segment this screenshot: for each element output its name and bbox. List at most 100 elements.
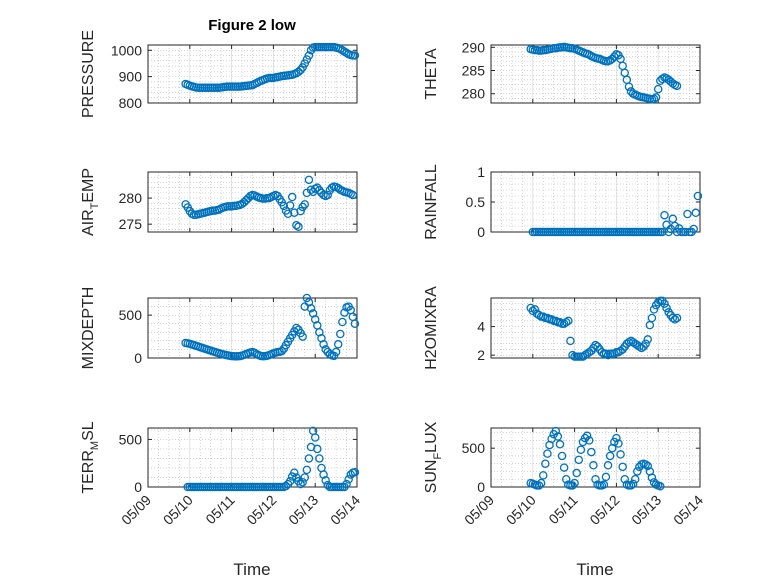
axes-frame xyxy=(147,44,358,104)
data-point xyxy=(338,317,347,327)
data-point xyxy=(605,451,615,461)
data-point xyxy=(530,305,540,314)
data-point xyxy=(321,476,330,485)
y-tick-label: 0 xyxy=(477,479,485,495)
data-point xyxy=(668,214,678,224)
data-point xyxy=(296,479,305,489)
data-point xyxy=(319,340,328,349)
y-axis-label: PRESSURE xyxy=(80,30,97,118)
x-tick-label: 05/11 xyxy=(545,492,581,528)
data-point xyxy=(649,94,659,104)
data-point xyxy=(662,220,671,230)
data-point xyxy=(333,340,343,349)
y-tick-label: 500 xyxy=(462,440,486,456)
data-point xyxy=(662,303,671,313)
data-point xyxy=(647,473,657,482)
data-point xyxy=(672,81,682,91)
data-point xyxy=(298,332,307,341)
data-point xyxy=(643,461,653,471)
data-point xyxy=(668,313,678,323)
y-axis-label: MIXDEPTH xyxy=(80,287,97,370)
data-point xyxy=(672,313,682,323)
data-point xyxy=(302,293,312,303)
data-point xyxy=(645,320,655,330)
y-tick-label: 1 xyxy=(477,164,485,180)
y-tick-label: 0 xyxy=(477,224,485,240)
data-point xyxy=(348,190,358,200)
data-point xyxy=(584,436,594,445)
subplot-theta: 280 285 290 THETA xyxy=(423,39,701,104)
data-point xyxy=(614,439,623,448)
data-point xyxy=(323,190,332,200)
data-point xyxy=(350,51,360,60)
data-point xyxy=(681,227,690,237)
data-point xyxy=(612,433,621,443)
x-tick-label: 05/11 xyxy=(202,492,238,528)
data-point xyxy=(290,468,299,477)
x-tick-label: 05/09 xyxy=(461,492,497,528)
y-tick-label: 0.5 xyxy=(466,194,486,210)
data-point xyxy=(630,474,640,484)
y-tick-label: 1000 xyxy=(111,42,142,58)
y-tick-label: 4 xyxy=(477,319,485,335)
data-point xyxy=(298,202,307,212)
data-point xyxy=(576,445,586,454)
data-point xyxy=(541,459,550,468)
x-tick-label: 05/09 xyxy=(118,492,154,528)
data-point xyxy=(649,305,659,314)
data-point xyxy=(539,471,548,480)
data-point xyxy=(653,84,663,94)
data-point xyxy=(643,335,653,344)
data-point xyxy=(658,74,667,84)
y-tick-label: 2 xyxy=(477,347,485,363)
x-tick-label: 05/13 xyxy=(628,492,664,528)
x-tick-label: 05/12 xyxy=(243,492,279,528)
data-point xyxy=(624,338,634,347)
subplot-pressure: 800 900 1000 PRESSURE xyxy=(80,30,360,118)
data-point xyxy=(294,67,303,77)
data-point xyxy=(574,455,584,465)
data-point xyxy=(296,65,305,75)
data-point xyxy=(568,350,577,360)
data-point xyxy=(333,183,343,193)
y-tick-label: 280 xyxy=(119,190,143,206)
data-point xyxy=(660,299,669,308)
data-point xyxy=(683,209,692,219)
data-point xyxy=(568,481,577,490)
y-tick-label: 500 xyxy=(119,307,143,323)
subplot-rainfall: 0 0.5 1 RAINFALL xyxy=(423,164,703,240)
x-tick-label: 05/13 xyxy=(285,492,321,528)
data-point xyxy=(668,79,678,88)
x-tick-label: 05/12 xyxy=(586,492,622,528)
data-point xyxy=(331,347,341,357)
data-point xyxy=(553,432,563,441)
data-point xyxy=(660,210,669,220)
data-point xyxy=(536,478,546,488)
data-point xyxy=(302,465,312,475)
data-point xyxy=(342,479,351,489)
data-point xyxy=(346,470,355,479)
data-point xyxy=(603,461,613,470)
axes-frame xyxy=(490,297,701,359)
data-point xyxy=(281,481,291,491)
y-axis-label: THETA xyxy=(423,48,440,100)
data-point xyxy=(647,313,657,323)
data-point xyxy=(653,298,663,307)
data-point xyxy=(551,426,561,436)
y-tick-label: 290 xyxy=(462,39,486,55)
data-point xyxy=(620,474,630,484)
y-axis-label: RAINFALL xyxy=(423,164,440,240)
data-point xyxy=(319,470,328,479)
y-tick-label: 280 xyxy=(462,86,486,102)
data-point xyxy=(582,431,592,441)
data-point xyxy=(626,481,636,490)
subplot-air_temp: 275 280 AIRTEMP xyxy=(80,168,358,236)
data-point xyxy=(287,192,297,202)
data-point xyxy=(691,208,701,218)
data-point xyxy=(277,346,287,356)
data-point xyxy=(607,54,617,64)
data-point xyxy=(315,186,324,195)
y-axis-label: H2OMIXRA xyxy=(423,286,440,370)
data-point xyxy=(534,481,544,490)
subplot-mixdepth: 0 500 MIXDEPTH xyxy=(80,287,360,370)
